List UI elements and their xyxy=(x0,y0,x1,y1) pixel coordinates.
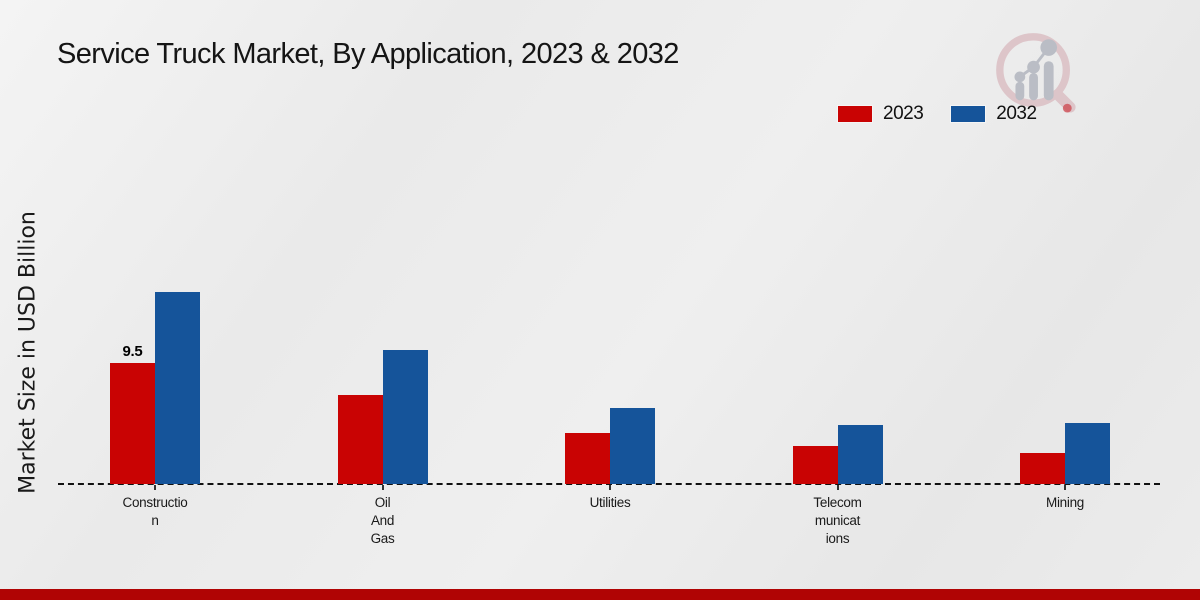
x-axis-tick xyxy=(836,485,839,490)
category-label-construction: Constructio n xyxy=(122,495,188,528)
bar-value-label: 9.5 xyxy=(122,343,143,360)
legend-swatch-2032 xyxy=(951,106,986,122)
bar-2023-utilities xyxy=(565,433,610,484)
market-research-magnifier-logo xyxy=(996,33,1076,113)
x-axis-tick xyxy=(609,485,611,490)
bar-2032-construction xyxy=(155,292,200,484)
bar-2023-oil-and-gas xyxy=(337,395,383,484)
x-axis-baseline xyxy=(58,483,1160,485)
category-label-utilities: Utilities xyxy=(589,495,631,510)
legend-swatch-2023 xyxy=(838,106,872,122)
category-label-mining: Mining xyxy=(1046,495,1084,510)
category-label-telecommunications: Telecom municat ions xyxy=(813,495,862,546)
category-label-oil-and-gas: Oil And Gas xyxy=(370,495,395,546)
x-axis-tick xyxy=(1064,485,1066,490)
x-axis-tick xyxy=(154,485,156,490)
bar-2032-mining xyxy=(1065,423,1110,484)
x-axis-tick xyxy=(381,485,384,490)
legend-label: 2032 xyxy=(996,103,1037,124)
bar-2023-construction xyxy=(110,363,155,484)
bar-2032-telecommunications xyxy=(837,425,883,484)
bar-2032-utilities xyxy=(610,408,655,484)
legend-label: 2023 xyxy=(883,103,924,124)
footer-accent-bar xyxy=(0,589,1200,600)
legend: 2023 2032 xyxy=(838,103,1037,125)
bar-2023-telecommunications xyxy=(792,446,838,484)
legend-item-2032[interactable]: 2032 xyxy=(951,103,1037,125)
chart-title: Service Truck Market, By Application, 20… xyxy=(57,38,679,70)
legend-item-2023[interactable]: 2023 xyxy=(838,103,924,125)
bar-2032-oil-and-gas xyxy=(382,350,428,484)
bar-2023-mining xyxy=(1020,453,1065,484)
